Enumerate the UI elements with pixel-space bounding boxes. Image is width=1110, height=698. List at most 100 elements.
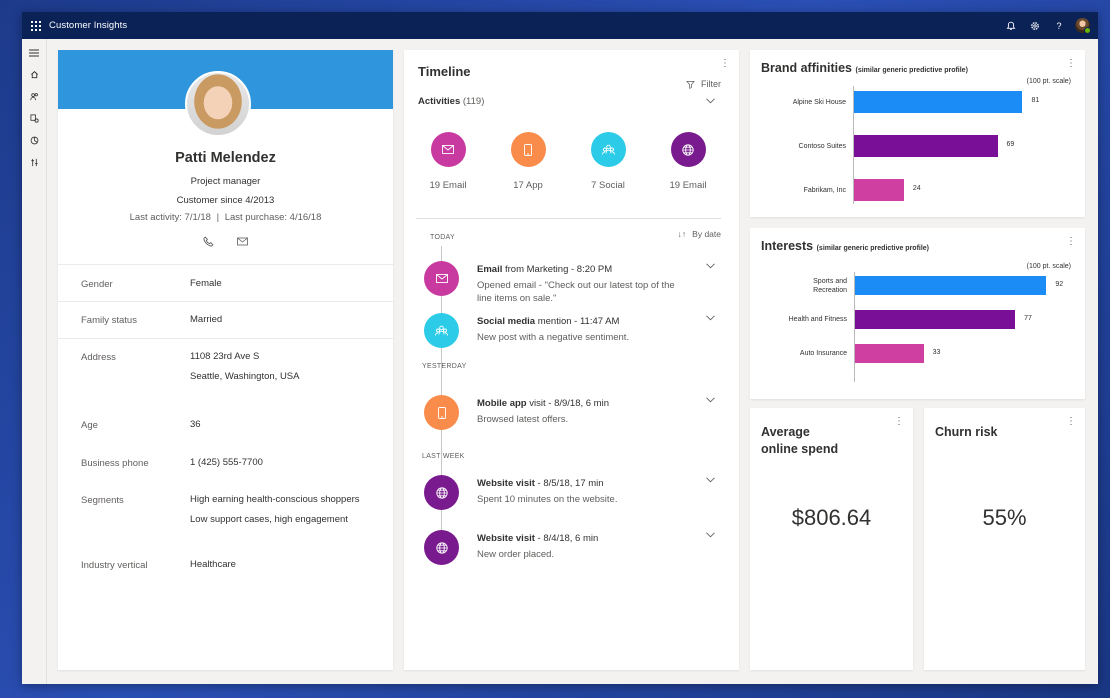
help-icon[interactable]: ? (1056, 20, 1062, 31)
event-description: New order placed. (477, 549, 555, 560)
event-title-rest: visit - 8/9/18, 6 min (529, 398, 609, 409)
segments-icon[interactable] (22, 107, 46, 129)
filter-button[interactable]: Filter (686, 79, 721, 90)
timeline-card: ⋮ Timeline Filter Activities (119) 19 Em… (404, 50, 739, 670)
sort-label: By date (692, 229, 721, 239)
event-title-rest: from Marketing - 8:20 PM (505, 264, 613, 275)
customer-role: Project manager (190, 176, 261, 187)
last-activity-line: Last activity: 7/1/18 | Last purchase: 4… (58, 212, 393, 223)
mail-icon[interactable] (236, 236, 248, 247)
day-label-yesterday: YESTERDAY (422, 363, 467, 370)
chart-axis (853, 86, 854, 204)
chart-category-label: Sports and Recreation (813, 277, 847, 294)
chevron-down-icon[interactable] (706, 313, 715, 323)
phone-icon (424, 395, 459, 430)
customer-photo (185, 71, 251, 137)
field-row-segments: Segments High earning health-conscious s… (58, 472, 393, 532)
field-value: Married (190, 314, 223, 325)
customer-since: Customer since 4/2013 (176, 195, 275, 206)
separator: | (216, 212, 220, 223)
activities-count: (119) (462, 96, 485, 107)
insights-chart-icon[interactable] (22, 129, 46, 151)
globe-icon (424, 475, 459, 510)
contact-actions (58, 236, 393, 247)
churn-risk-value: 55% (982, 505, 1027, 530)
field-value: High earning health-conscious shoppers (190, 494, 360, 505)
chart-bar[interactable] (855, 344, 924, 363)
customers-icon[interactable] (22, 85, 46, 107)
field-label: Age (81, 420, 98, 431)
brand-affinities-card: ⋮ Brand affinities (similar generic pred… (750, 50, 1085, 217)
phone-icon[interactable] (203, 236, 217, 247)
more-options-icon[interactable]: ⋮ (720, 58, 730, 69)
notifications-bell-icon[interactable] (999, 21, 1023, 31)
event-title: Email from Marketing - 8:20 PM (477, 264, 612, 275)
chart-category-label: Auto Insurance (799, 350, 847, 357)
more-options-icon[interactable]: ⋮ (1066, 236, 1076, 247)
activity-category-social[interactable]: 7 Social (573, 132, 643, 191)
mail-icon (430, 132, 466, 167)
chart-category-label: Alpine Ski House (792, 98, 846, 106)
chart-bar[interactable] (854, 91, 1023, 113)
tools-icon[interactable] (22, 151, 46, 173)
top-bar: Customer Insights ? (22, 12, 1098, 39)
customer-profile-card: Patti Melendez Project manager Customer … (58, 50, 393, 670)
kpi-title: Churn risk (935, 425, 998, 439)
chevron-down-icon[interactable] (706, 475, 715, 485)
last-activity: Last activity: 7/1/18 (129, 212, 211, 223)
chart-category-label: Contoso Suites (798, 142, 846, 150)
user-avatar[interactable] (1075, 18, 1091, 34)
activity-category-web[interactable]: 19 Email (653, 132, 723, 191)
chart-value-label: 69 (1006, 141, 1015, 148)
hamburger-menu-icon[interactable] (22, 41, 46, 63)
chart-value-label: 92 (1055, 280, 1064, 288)
scale-label: (100 pt. scale) (1026, 263, 1071, 270)
phone-icon (510, 132, 546, 167)
event-title-rest: - 8/4/18, 6 min (537, 533, 599, 544)
event-title-rest: mention - 11:47 AM (537, 316, 620, 327)
chevron-down-icon[interactable] (706, 395, 715, 405)
chart-bar[interactable] (854, 179, 904, 201)
event-title-bold: Social media (477, 316, 536, 327)
card-title: Interests (similar generic predictive pr… (761, 239, 929, 253)
event-title: Mobile app visit - 8/9/18, 6 min (477, 398, 609, 409)
kpi-title: Average online spend (761, 424, 838, 458)
chart-bar[interactable] (855, 310, 1016, 329)
chevron-down-icon[interactable] (706, 530, 715, 540)
more-options-icon[interactable]: ⋮ (1066, 416, 1076, 427)
interests-title: Interests (761, 239, 814, 253)
chart-axis (854, 272, 855, 382)
last-purchase: Last purchase: 4/16/18 (224, 212, 322, 223)
activity-category-email[interactable]: 19 Email (413, 132, 483, 191)
sort-by-date-button[interactable]: ↓↑ By date (678, 229, 721, 239)
brand-subtitle: (similar generic predictive profile) (855, 67, 968, 74)
churn-risk-card: ⋮ Churn risk 55% (924, 408, 1085, 670)
timeline-title: Timeline (418, 64, 471, 79)
brand-title: Brand affinities (761, 61, 852, 75)
home-icon[interactable] (22, 63, 46, 85)
more-options-icon[interactable]: ⋮ (1066, 58, 1076, 69)
settings-gear-icon[interactable] (1023, 21, 1047, 31)
chevron-down-icon[interactable] (706, 261, 715, 271)
chart-value-label: 81 (1031, 97, 1040, 104)
category-label: 17 App (513, 180, 543, 191)
left-navigation (22, 39, 47, 684)
more-options-icon[interactable]: ⋮ (894, 416, 904, 427)
event-title: Website visit - 8/5/18, 17 min (477, 478, 604, 489)
event-description: Browsed latest offers. (477, 414, 569, 425)
field-row-family-status: Family status Married (58, 301, 393, 338)
day-label-today: TODAY (430, 234, 455, 241)
activity-category-app[interactable]: 17 App (493, 132, 563, 191)
chart-bar[interactable] (854, 135, 998, 157)
chart-value-label: 33 (932, 348, 941, 356)
field-label: Family status (81, 315, 137, 326)
app-window: Customer Insights ? (22, 12, 1098, 684)
scale-label: (100 pt. scale) (1026, 78, 1071, 85)
globe-icon (424, 530, 459, 565)
event-title: Social media mention - 11:47 AM (477, 316, 619, 327)
app-launcher-icon[interactable] (31, 20, 41, 31)
average-spend-card: ⋮ Average online spend $806.64 (750, 408, 913, 670)
chevron-down-icon[interactable] (706, 96, 715, 106)
chart-bar[interactable] (855, 276, 1047, 295)
field-value: Seattle, Washington, USA (190, 371, 300, 382)
